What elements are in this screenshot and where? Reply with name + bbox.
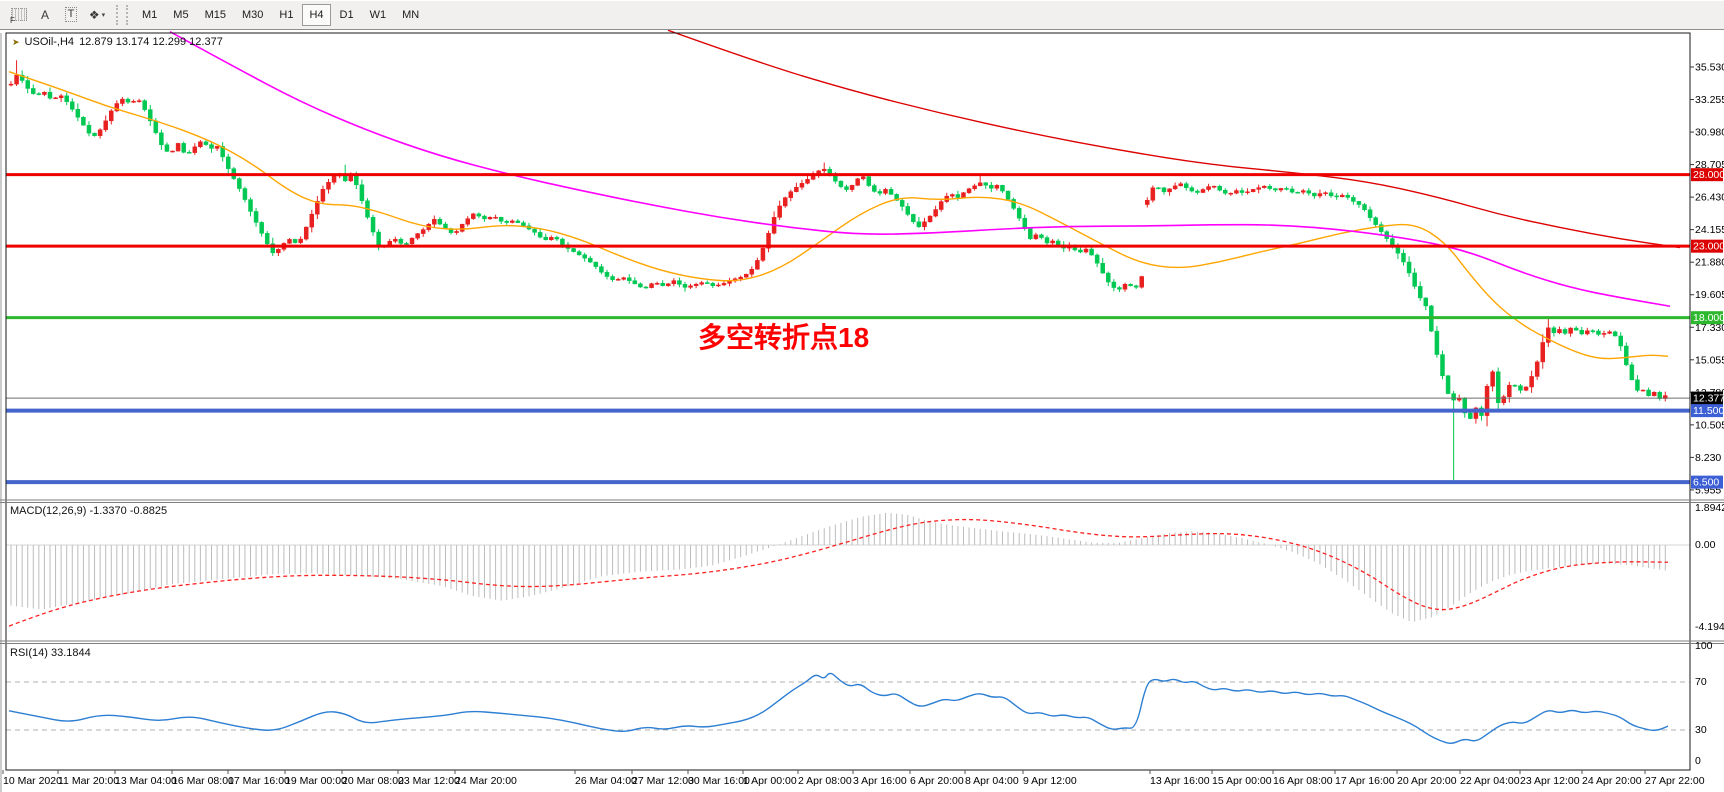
shapes-tool-icon: ❖ bbox=[88, 7, 100, 22]
svg-text:26 Mar 04:00: 26 Mar 04:00 bbox=[575, 775, 637, 787]
text-tool[interactable]: A bbox=[32, 4, 58, 26]
price-badge bbox=[1691, 239, 1723, 253]
price-badge bbox=[1691, 404, 1723, 418]
toolbar: F A T ❖ ▾ M1 M5 M15 M30 H1 H4 D1 W1 MN bbox=[0, 0, 1724, 30]
svg-text:30 Mar 16:00: 30 Mar 16:00 bbox=[688, 775, 750, 787]
horizontal-lines-layer bbox=[6, 173, 1690, 485]
pane-frames bbox=[0, 32, 1724, 771]
chart-symbol-period: USOil-,H4 bbox=[24, 36, 75, 48]
chart-marker-icon: ➤ bbox=[12, 36, 20, 47]
indicator-grid-tool[interactable]: F bbox=[6, 4, 32, 26]
svg-text:2 Apr 08:00: 2 Apr 08:00 bbox=[798, 775, 852, 787]
svg-text:30.980: 30.980 bbox=[1695, 127, 1724, 139]
ma-fast-orange bbox=[8, 71, 1669, 360]
price-axis[interactable]: 35.530 33.255 30.980 28.705 26.430 24.155 21.8… bbox=[1690, 62, 1724, 768]
tab-timeframe-w1[interactable]: W1 bbox=[363, 4, 394, 26]
svg-text:17 Mar 16:00: 17 Mar 16:00 bbox=[228, 775, 290, 787]
svg-text:19 Mar 00:00: 19 Mar 00:00 bbox=[285, 775, 347, 787]
svg-text:23 Apr 12:00: 23 Apr 12:00 bbox=[1520, 775, 1580, 787]
svg-text:21.880: 21.880 bbox=[1695, 257, 1724, 269]
svg-text:100: 100 bbox=[1695, 640, 1713, 652]
svg-text:1 Apr 00:00: 1 Apr 00:00 bbox=[743, 775, 797, 787]
toolbar-drag-handle[interactable] bbox=[116, 4, 128, 25]
svg-text:24.155: 24.155 bbox=[1695, 224, 1724, 236]
drawing-tools-group: F A T ❖ ▾ bbox=[6, 4, 110, 26]
svg-text:20 Mar 08:00: 20 Mar 08:00 bbox=[342, 775, 404, 787]
svg-text:15 Apr 00:00: 15 Apr 00:00 bbox=[1212, 775, 1272, 787]
svg-text:0.00: 0.00 bbox=[1695, 539, 1716, 551]
svg-text:-4.1943: -4.1943 bbox=[1695, 621, 1724, 633]
svg-text:1.8942: 1.8942 bbox=[1695, 502, 1724, 514]
text-tool-icon: A bbox=[40, 7, 49, 22]
svg-text:0: 0 bbox=[1695, 755, 1701, 767]
price-badge bbox=[1691, 391, 1723, 405]
svg-text:28.000: 28.000 bbox=[1693, 169, 1724, 181]
svg-text:16 Mar 08:00: 16 Mar 08:00 bbox=[172, 775, 234, 787]
svg-text:10.505: 10.505 bbox=[1695, 419, 1724, 431]
svg-text:27 Apr 22:00: 27 Apr 22:00 bbox=[1645, 775, 1705, 787]
svg-text:23.000: 23.000 bbox=[1693, 241, 1724, 253]
svg-text:11 Mar 20:00: 11 Mar 20:00 bbox=[58, 775, 119, 787]
rsi-pane-label: RSI(14) 33.1844 bbox=[10, 647, 91, 659]
svg-text:70: 70 bbox=[1695, 676, 1707, 688]
text-label-tool[interactable]: T bbox=[58, 4, 84, 26]
svg-text:17.330: 17.330 bbox=[1695, 322, 1724, 334]
timeframe-buttons-group: M1 M5 M15 M30 H1 H4 D1 W1 MN bbox=[134, 3, 427, 26]
svg-text:19.605: 19.605 bbox=[1695, 289, 1724, 301]
tab-timeframe-m30[interactable]: M30 bbox=[235, 4, 270, 26]
indicator-grid-tool-label: F bbox=[10, 16, 15, 25]
svg-text:11.500: 11.500 bbox=[1693, 405, 1724, 417]
svg-text:26.430: 26.430 bbox=[1695, 192, 1724, 204]
tab-timeframe-m15[interactable]: M15 bbox=[198, 4, 233, 26]
svg-text:33.255: 33.255 bbox=[1695, 94, 1724, 106]
dropdown-caret-icon[interactable]: ▾ bbox=[101, 11, 106, 19]
svg-text:8 Apr 04:00: 8 Apr 04:00 bbox=[965, 775, 1019, 787]
tab-timeframe-h4[interactable]: H4 bbox=[302, 3, 331, 26]
macd-pane bbox=[6, 512, 1690, 627]
svg-text:28.705: 28.705 bbox=[1695, 159, 1724, 171]
chart-canvas[interactable]: 35.530 33.255 30.980 28.705 26.430 24.155 21.8… bbox=[0, 30, 1724, 792]
svg-text:35.530: 35.530 bbox=[1695, 62, 1724, 74]
svg-text:15.055: 15.055 bbox=[1695, 354, 1724, 366]
tab-timeframe-m5[interactable]: M5 bbox=[166, 4, 195, 26]
svg-text:18.000: 18.000 bbox=[1693, 312, 1724, 324]
svg-text:13 Mar 04:00: 13 Mar 04:00 bbox=[115, 775, 177, 787]
text-label-tool-icon: T bbox=[64, 7, 78, 22]
svg-text:12.377: 12.377 bbox=[1693, 393, 1724, 405]
svg-text:8.230: 8.230 bbox=[1695, 452, 1721, 464]
svg-text:10 Mar 2020: 10 Mar 2020 bbox=[3, 775, 62, 787]
shapes-tool[interactable]: ❖ ▾ bbox=[84, 4, 110, 26]
svg-text:24 Mar 20:00: 24 Mar 20:00 bbox=[455, 775, 517, 787]
svg-text:3 Apr 16:00: 3 Apr 16:00 bbox=[853, 775, 907, 787]
chart-title: ➤ USOil-,H4 12.879 13.174 12.299 12.377 bbox=[12, 36, 223, 48]
macd-signal-line bbox=[8, 518, 1669, 627]
svg-text:23 Mar 12:00: 23 Mar 12:00 bbox=[398, 775, 460, 787]
svg-text:20 Apr 20:00: 20 Apr 20:00 bbox=[1397, 775, 1457, 787]
annotation-text-object[interactable]: 多空转折点18 bbox=[698, 322, 870, 353]
tab-timeframe-d1[interactable]: D1 bbox=[333, 4, 361, 26]
svg-text:9 Apr 12:00: 9 Apr 12:00 bbox=[1023, 775, 1077, 787]
tab-timeframe-mn[interactable]: MN bbox=[395, 4, 426, 26]
svg-text:6.500: 6.500 bbox=[1693, 477, 1719, 489]
rsi-pane bbox=[6, 672, 1690, 744]
rsi-line bbox=[8, 672, 1669, 744]
tab-timeframe-h1[interactable]: H1 bbox=[272, 4, 300, 26]
ma-slow-red bbox=[667, 30, 1681, 249]
svg-text:17 Apr 16:00: 17 Apr 16:00 bbox=[1335, 775, 1395, 787]
price-badge bbox=[1691, 168, 1723, 182]
indicator-grid-tool-icon: F bbox=[10, 8, 27, 25]
tab-timeframe-m1[interactable]: M1 bbox=[135, 4, 164, 26]
price-badge bbox=[1691, 475, 1723, 489]
price-badge bbox=[1691, 311, 1723, 325]
svg-text:22 Apr 04:00: 22 Apr 04:00 bbox=[1460, 775, 1520, 787]
svg-text:13 Apr 16:00: 13 Apr 16:00 bbox=[1150, 775, 1210, 787]
svg-text:27 Mar 12:00: 27 Mar 12:00 bbox=[632, 775, 694, 787]
svg-text:6 Apr 20:00: 6 Apr 20:00 bbox=[910, 775, 964, 787]
macd-pane-label: MACD(12,26,9) -1.3370 -0.8825 bbox=[10, 505, 168, 517]
svg-text:16 Apr 08:00: 16 Apr 08:00 bbox=[1273, 775, 1333, 787]
chart-ohlc-values: 12.879 13.174 12.299 12.377 bbox=[79, 36, 223, 48]
svg-text:30: 30 bbox=[1695, 724, 1707, 736]
svg-text:24 Apr 20:00: 24 Apr 20:00 bbox=[1582, 775, 1642, 787]
